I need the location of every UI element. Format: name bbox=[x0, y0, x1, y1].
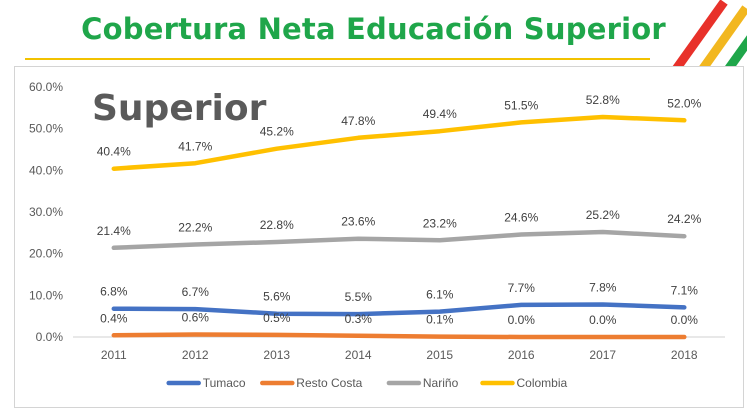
data-label: 0.1% bbox=[426, 313, 454, 327]
x-tick-label: 2014 bbox=[345, 348, 372, 362]
data-label: 0.4% bbox=[100, 311, 128, 325]
line-chart: 0.0% 10.0% 20.0% 30.0% 40.0% 50.0% 60.0% 2011 20… bbox=[29, 80, 725, 390]
data-label: 51.5% bbox=[504, 98, 538, 112]
chart-area: 0.0% 10.0% 20.0% 30.0% 40.0% 50.0% 60.0% 2011 20… bbox=[14, 66, 744, 408]
y-tick-label: 20.0% bbox=[29, 247, 63, 261]
data-label: 52.0% bbox=[667, 96, 701, 110]
data-label: 5.6% bbox=[263, 290, 291, 304]
legend-entry: Tumaco bbox=[203, 376, 246, 390]
data-label: 23.6% bbox=[341, 215, 375, 229]
series-line-colombia bbox=[111, 114, 687, 171]
data-label: 21.4% bbox=[97, 224, 131, 238]
legend-entry: Nariño bbox=[423, 376, 459, 390]
series-line-tumaco bbox=[111, 302, 687, 317]
data-label: 6.7% bbox=[182, 285, 210, 299]
title-underline bbox=[25, 58, 650, 60]
data-label: 7.1% bbox=[671, 283, 699, 297]
x-tick-label: 2016 bbox=[508, 348, 535, 362]
data-label: 24.6% bbox=[504, 211, 538, 225]
data-label: 45.2% bbox=[260, 125, 294, 139]
data-label: 22.2% bbox=[178, 221, 212, 235]
data-label: 5.5% bbox=[345, 290, 373, 304]
data-label: 22.8% bbox=[260, 218, 294, 232]
x-tick-label: 2015 bbox=[426, 348, 453, 362]
y-tick-label: 50.0% bbox=[29, 122, 63, 136]
stripe-red bbox=[670, 0, 728, 75]
legend-entry: Resto Costa bbox=[296, 376, 362, 390]
data-label: 6.8% bbox=[100, 285, 128, 299]
data-label: 49.4% bbox=[423, 107, 457, 121]
series-line-resto-costa bbox=[111, 332, 687, 340]
chart-overlay-label: Superior bbox=[92, 88, 267, 129]
y-tick-label: 0.0% bbox=[36, 330, 64, 344]
data-label: 7.8% bbox=[589, 281, 617, 295]
x-tick-label: 2017 bbox=[589, 348, 616, 362]
data-label: 25.2% bbox=[586, 208, 620, 222]
data-label: 0.0% bbox=[508, 313, 536, 327]
data-label: 0.6% bbox=[182, 311, 210, 325]
x-tick-label: 2012 bbox=[182, 348, 209, 362]
y-tick-label: 30.0% bbox=[29, 205, 63, 219]
data-label: 24.2% bbox=[667, 212, 701, 226]
data-label: 41.7% bbox=[178, 139, 212, 153]
y-tick-label: 40.0% bbox=[29, 163, 63, 177]
x-tick-label: 2018 bbox=[671, 348, 698, 362]
series-line-nari-o bbox=[111, 229, 687, 251]
data-label: 0.5% bbox=[263, 311, 291, 325]
data-label: 6.1% bbox=[426, 288, 454, 302]
legend-entry: Colombia bbox=[517, 376, 568, 390]
data-label: 23.2% bbox=[423, 216, 457, 230]
x-tick-label: 2011 bbox=[101, 348, 127, 362]
y-tick-label: 60.0% bbox=[29, 80, 63, 94]
x-tick-label: 2013 bbox=[263, 348, 290, 362]
slide-title: Cobertura Neta Educación Superior bbox=[81, 12, 666, 46]
y-tick-label: 10.0% bbox=[29, 288, 63, 302]
data-label: 52.8% bbox=[586, 93, 620, 107]
data-label: 0.0% bbox=[671, 313, 699, 327]
data-label: 0.0% bbox=[589, 313, 617, 327]
data-label: 7.7% bbox=[508, 281, 536, 295]
data-label: 40.4% bbox=[97, 145, 131, 159]
data-label: 47.8% bbox=[341, 114, 375, 128]
data-label: 0.3% bbox=[345, 312, 373, 326]
